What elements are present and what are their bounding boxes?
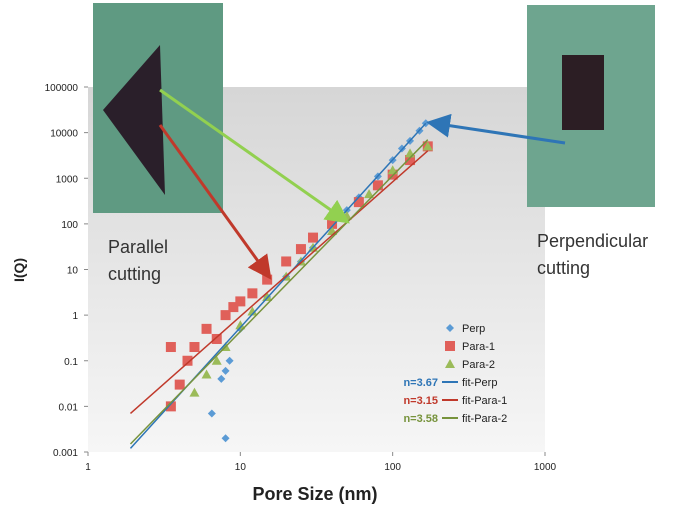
marker [235, 296, 245, 306]
y-tick-label: 1 [72, 311, 78, 322]
fit-exponent: n=3.67 [403, 377, 438, 389]
annotation: Perpendicular [537, 231, 648, 251]
fit-exponent: n=3.58 [403, 413, 438, 425]
y-tick-label: 100000 [45, 83, 79, 94]
sample-perpendicular [562, 55, 604, 130]
annotation: cutting [108, 264, 161, 284]
annotation: cutting [537, 258, 590, 278]
x-tick-label: 10 [235, 462, 247, 473]
legend-label: Para-1 [462, 341, 495, 353]
y-tick-label: 100 [61, 220, 78, 231]
y-tick-label: 10 [67, 266, 79, 277]
marker [445, 341, 455, 351]
x-tick-label: 1 [85, 462, 91, 473]
chart: 0.001 0.01 0.1 1 10 100 1000 10000 100000 1 10 100 1… [0, 0, 692, 515]
marker [262, 275, 272, 285]
marker [281, 256, 291, 266]
legend-label: fit-Para-1 [462, 395, 507, 407]
y-tick-label: 1000 [56, 174, 79, 185]
fit-exponent: n=3.15 [403, 395, 438, 407]
marker [247, 288, 257, 298]
legend-label: fit-Para-2 [462, 413, 507, 425]
legend-label: fit-Perp [462, 377, 497, 389]
marker [189, 342, 199, 352]
x-tick-label: 100 [384, 462, 401, 473]
marker [202, 324, 212, 334]
marker [296, 244, 306, 254]
y-axis-label: I(Q) [11, 258, 27, 282]
y-tick-label: 0.001 [53, 448, 78, 459]
y-tick-label: 10000 [50, 129, 78, 140]
marker [212, 334, 222, 344]
marker [308, 233, 318, 243]
legend-label: Para-2 [462, 359, 495, 371]
y-tick-label: 0.01 [59, 402, 79, 413]
marker [373, 180, 383, 190]
x-tick-label: 1000 [534, 462, 557, 473]
marker [166, 342, 176, 352]
annotation: Parallel [108, 237, 168, 257]
legend-label: Perp [462, 323, 485, 335]
x-axis-label: Pore Size (nm) [252, 484, 377, 504]
y-tick-label: 0.1 [64, 357, 78, 368]
marker [175, 380, 185, 390]
